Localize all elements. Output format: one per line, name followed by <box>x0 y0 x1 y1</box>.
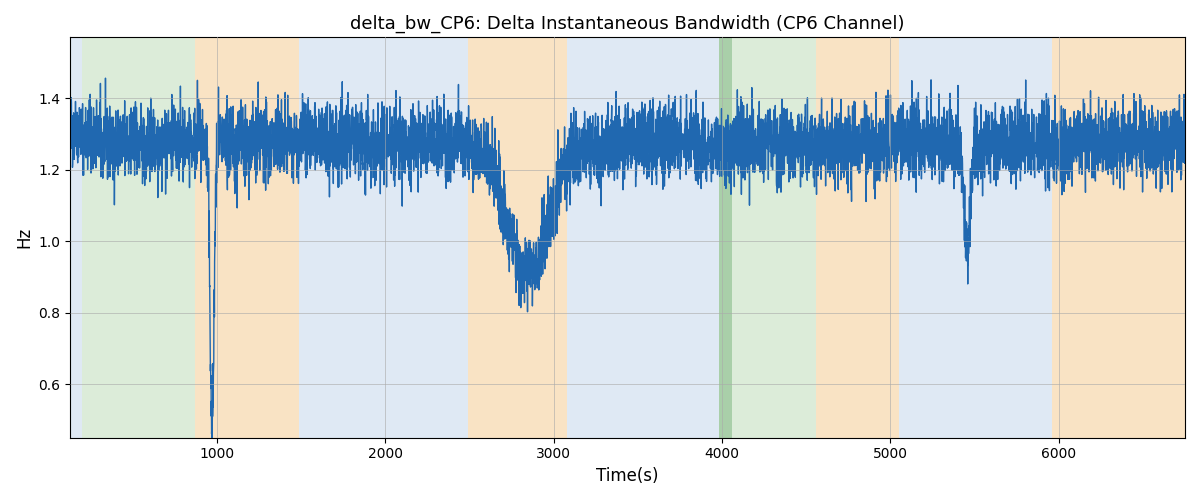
X-axis label: Time(s): Time(s) <box>596 467 659 485</box>
Bar <box>899 38 1052 438</box>
Bar <box>720 38 732 438</box>
Bar <box>194 38 299 438</box>
Bar <box>82 38 194 438</box>
Bar <box>299 38 468 438</box>
Title: delta_bw_CP6: Delta Instantaneous Bandwidth (CP6 Channel): delta_bw_CP6: Delta Instantaneous Bandwi… <box>350 15 905 34</box>
Bar <box>568 38 720 438</box>
Bar <box>732 38 816 438</box>
Bar <box>1052 38 1186 438</box>
Y-axis label: Hz: Hz <box>16 227 34 248</box>
Bar <box>468 38 568 438</box>
Bar <box>71 38 82 438</box>
Bar <box>816 38 899 438</box>
